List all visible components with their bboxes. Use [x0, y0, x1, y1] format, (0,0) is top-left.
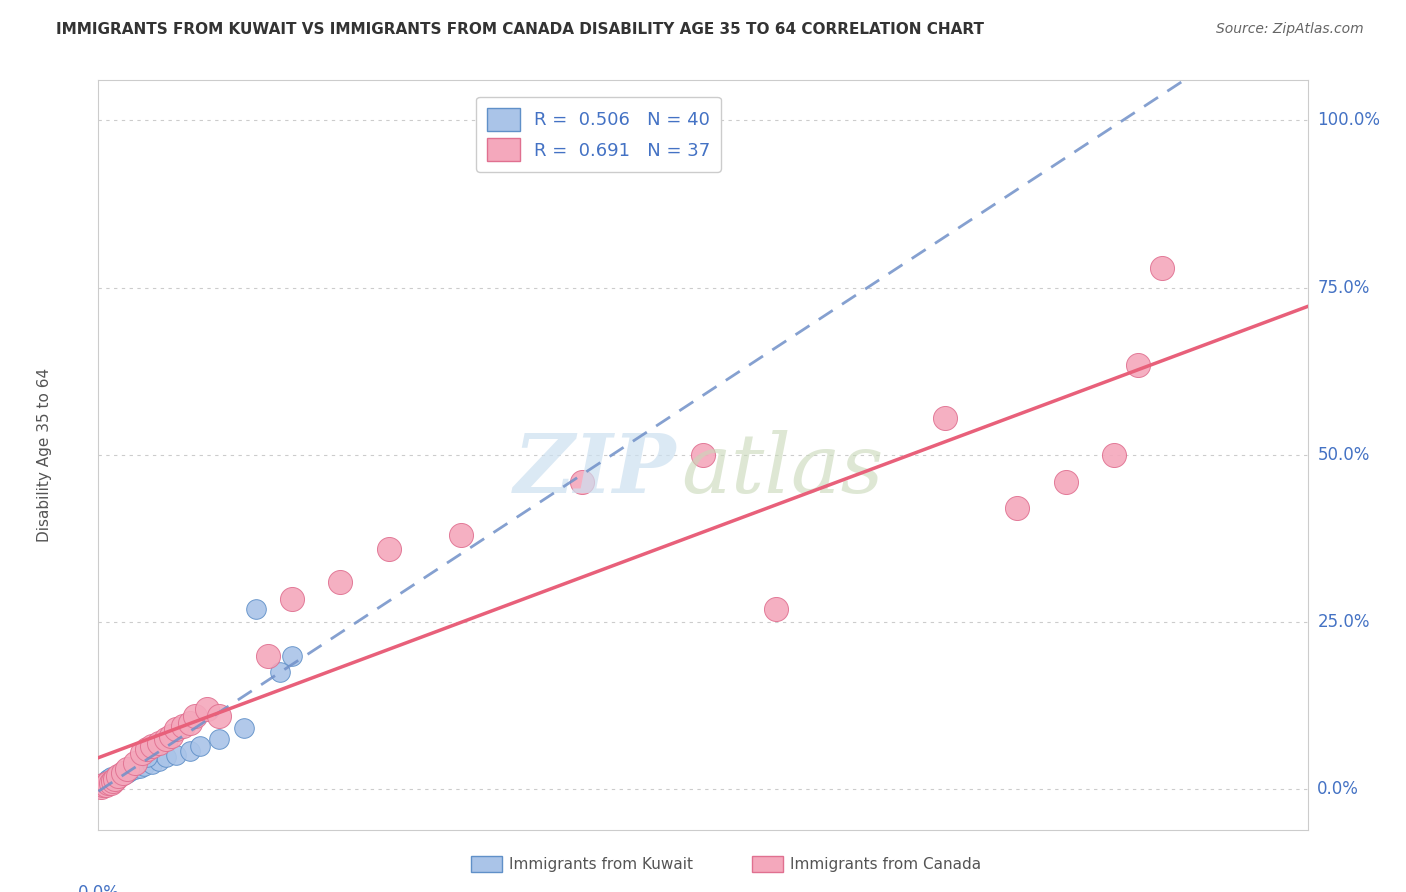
Point — [1007, 501, 1029, 516]
Point — [124, 762, 146, 776]
Point — [141, 739, 163, 753]
Point — [208, 732, 231, 747]
Point — [128, 761, 150, 775]
Point — [94, 778, 117, 793]
Point — [90, 780, 112, 795]
Point — [101, 774, 124, 789]
Point — [104, 772, 127, 787]
Point — [141, 756, 163, 771]
Point — [111, 765, 134, 780]
Text: 0.0%: 0.0% — [1317, 780, 1360, 798]
Point — [117, 762, 139, 776]
Point — [281, 648, 304, 663]
Point — [269, 665, 291, 680]
Point — [107, 771, 129, 785]
Point — [165, 723, 187, 737]
Point — [692, 448, 714, 462]
Point — [108, 769, 131, 783]
Point — [91, 776, 114, 790]
Point — [179, 744, 201, 758]
Point — [184, 708, 207, 723]
Point — [94, 774, 117, 789]
Point — [90, 779, 112, 793]
Point — [100, 773, 122, 788]
Text: atlas: atlas — [682, 430, 883, 510]
Text: 75.0%: 75.0% — [1317, 278, 1369, 297]
Point — [188, 739, 211, 753]
Point — [1128, 358, 1150, 372]
Text: Immigrants from Kuwait: Immigrants from Kuwait — [509, 857, 693, 871]
Point — [104, 772, 127, 787]
Point — [131, 746, 153, 760]
Point — [97, 772, 120, 787]
Text: 50.0%: 50.0% — [1317, 446, 1369, 464]
Point — [94, 778, 117, 793]
Text: Disability Age 35 to 64: Disability Age 35 to 64 — [37, 368, 52, 542]
Point — [101, 774, 124, 789]
Point — [377, 541, 399, 556]
Point — [165, 747, 187, 762]
Point — [571, 475, 593, 489]
Point — [135, 742, 157, 756]
Point — [97, 777, 120, 791]
Point — [256, 648, 278, 663]
Point — [329, 575, 352, 590]
Text: 0.0%: 0.0% — [77, 883, 120, 892]
Text: 25.0%: 25.0% — [1317, 613, 1369, 632]
Point — [91, 780, 114, 794]
Point — [100, 771, 122, 785]
Point — [172, 719, 194, 733]
Point — [1102, 448, 1125, 462]
Point — [765, 602, 787, 616]
Text: IMMIGRANTS FROM KUWAIT VS IMMIGRANTS FROM CANADA DISABILITY AGE 35 TO 64 CORRELA: IMMIGRANTS FROM KUWAIT VS IMMIGRANTS FRO… — [56, 22, 984, 37]
Point — [104, 769, 127, 783]
Text: Immigrants from Canada: Immigrants from Canada — [790, 857, 981, 871]
Point — [100, 776, 122, 790]
Point — [97, 775, 120, 789]
Point — [107, 767, 129, 781]
Point — [101, 772, 124, 786]
Point — [1152, 260, 1174, 275]
Point — [91, 778, 114, 793]
Point — [117, 765, 139, 780]
Point — [111, 767, 134, 781]
Point — [118, 764, 141, 778]
Point — [114, 765, 136, 780]
Text: Source: ZipAtlas.com: Source: ZipAtlas.com — [1216, 22, 1364, 37]
Point — [155, 732, 177, 747]
Point — [232, 721, 254, 735]
Point — [148, 755, 170, 769]
Point — [934, 411, 956, 425]
Point — [91, 778, 114, 792]
Point — [208, 708, 231, 723]
Point — [135, 750, 157, 764]
Point — [124, 756, 146, 770]
Point — [450, 528, 472, 542]
Legend: R =  0.506   N = 40, R =  0.691   N = 37: R = 0.506 N = 40, R = 0.691 N = 37 — [477, 97, 721, 172]
Point — [179, 715, 201, 730]
Text: 100.0%: 100.0% — [1317, 112, 1381, 129]
Point — [94, 776, 117, 790]
Point — [100, 776, 122, 790]
Point — [160, 729, 183, 743]
Point — [90, 780, 112, 795]
Point — [148, 735, 170, 749]
Point — [195, 702, 218, 716]
Point — [155, 750, 177, 764]
Text: ZIP: ZIP — [513, 430, 676, 510]
Point — [281, 591, 304, 606]
Point — [97, 776, 120, 790]
Point — [245, 602, 267, 616]
Point — [107, 769, 129, 783]
Point — [1054, 475, 1077, 489]
Point — [134, 759, 156, 773]
